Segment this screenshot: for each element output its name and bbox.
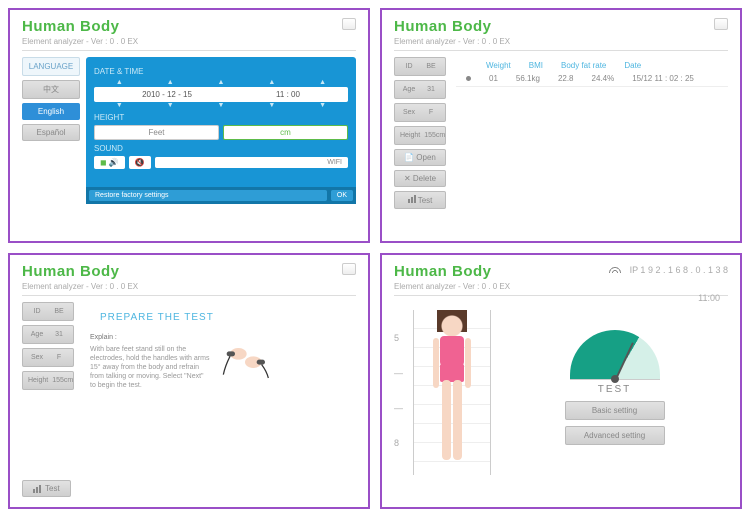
row-bmi: 22.8 [558,74,574,83]
sex-label: Sex [399,107,419,118]
panel-prepare: Human Body Element analyzer - Ver : 0 . … [8,253,370,509]
panel-records: Human Body Element analyzer - Ver : 0 . … [380,8,742,243]
unit-feet[interactable]: Feet [94,125,219,140]
row-weight: 56.1kg [516,74,540,83]
height-label: Height [399,130,421,141]
datetime-display: 2010 - 12 - 15 11 : 00 [94,87,348,102]
age-label: Age [399,84,419,95]
records-table: Weight BMI Body fat rate Date 01 56.1kg … [452,57,728,209]
col-date: Date [624,61,641,70]
info-sidebar: IDBE Age31 SexF Height155cm [22,302,74,391]
header: Human Body Element analyzer - Ver : 0 . … [394,18,728,51]
row-idx: 01 [489,74,498,83]
clock: 11:00 [698,293,720,303]
basic-setting-button[interactable]: Basic setting [565,401,665,420]
app-title: Human Body [22,18,138,35]
explain-text: With bare feet stand still on the electr… [90,345,210,390]
height-value: 155cm [423,130,446,141]
gear-icon[interactable] [342,263,356,275]
lang-option-1[interactable]: English [22,103,80,120]
open-button[interactable]: 📄 Open [394,149,446,166]
progress-gauge [570,330,660,380]
height-scale: 5 —— 8 [394,310,403,460]
language-sidebar: LANGUAGE 中文 English Español [22,57,80,204]
id-label: ID [399,61,419,72]
language-header: LANGUAGE [22,57,80,76]
bars-icon [33,485,41,493]
wifi-icon [609,263,621,273]
app-title: Human Body [394,18,510,35]
row-bfr: 24.4% [592,74,615,83]
test-button[interactable]: Test [394,191,446,209]
lang-option-2[interactable]: Español [22,124,80,141]
delete-button[interactable]: ✕ Delete [394,170,446,187]
app-title: Human Body [22,263,138,280]
sound-label: SOUND [94,144,348,153]
bullet-icon [466,76,471,81]
app-subtitle: Element analyzer - Ver : 0 . 0 EX [394,37,510,46]
gear-icon[interactable] [714,18,728,30]
row-date: 15/12 11 : 02 : 25 [632,74,694,83]
height-label: HEIGHT [94,113,348,122]
settings-form: DATE & TIME ▲▲▲▲▲ 2010 - 12 - 15 11 : 00… [86,57,356,204]
app-subtitle: Element analyzer - Ver : 0 . 0 EX [22,37,138,46]
header: Human Body Element analyzer - Ver : 0 . … [394,263,728,296]
panel-measure: Human Body Element analyzer - Ver : 0 . … [380,253,742,509]
datetime-label: DATE & TIME [94,67,348,76]
ip-address: IP 1 9 2 . 1 6 8 . 0 . 1 3 8 [630,265,728,275]
wifi-button[interactable]: WIFI [155,157,348,168]
explain-header: Explain : [90,333,210,342]
record-row[interactable]: 01 56.1kg 22.8 24.4% 15/12 11 : 02 : 25 [456,74,728,83]
col-weight: Weight [486,61,511,70]
network-status: IP 1 9 2 . 1 6 8 . 0 . 1 3 8 [609,263,728,275]
unit-cm[interactable]: cm [223,125,348,140]
ok-button[interactable]: OK [331,190,353,201]
panel-settings: Human Body Element analyzer - Ver : 0 . … [8,8,370,243]
info-sidebar: IDBE Age31 SexF Height155cm 📄 Open ✕ Del… [394,57,446,209]
hands-icon [220,333,270,383]
header: Human Body Element analyzer - Ver : 0 . … [22,263,356,296]
id-value: BE [421,61,441,72]
sound-off-icon[interactable]: 🔇 [129,156,151,169]
age-value: 31 [421,84,441,95]
app-subtitle: Element analyzer - Ver : 0 . 0 EX [394,282,510,291]
arrows-up[interactable]: ▲▲▲▲▲ [94,79,348,86]
lang-option-0[interactable]: 中文 [22,80,80,99]
arrows-down[interactable]: ▼▼▼▼▼ [94,102,348,109]
sound-on-icon[interactable]: ◼ 🔊 [94,156,125,169]
app-subtitle: Element analyzer - Ver : 0 . 0 EX [22,282,138,291]
date-value: 2010 - 12 - 15 [142,90,192,99]
time-value: 11 : 00 [276,90,300,99]
header: Human Body Element analyzer - Ver : 0 . … [22,18,356,51]
prepare-title: PREPARE THE TEST [100,312,356,323]
col-bfr: Body fat rate [561,61,606,70]
body-figure-icon [422,310,482,470]
app-title: Human Body [394,263,510,280]
col-bmi: BMI [529,61,543,70]
gauge-label: TEST [501,384,728,395]
prepare-area: PREPARE THE TEST Explain : With bare fee… [80,302,356,391]
gear-icon[interactable] [342,18,356,30]
sex-value: F [421,107,441,118]
test-button[interactable]: Test [22,480,71,497]
restore-button[interactable]: Restore factory settings [89,190,327,201]
advanced-setting-button[interactable]: Advanced setting [565,426,665,445]
